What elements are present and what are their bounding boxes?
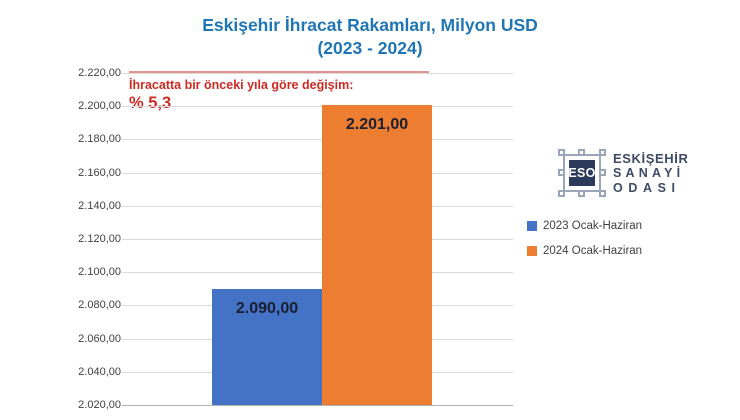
x-axis-line	[122, 405, 513, 406]
annotation-percent: % 5,3	[129, 94, 172, 112]
eso-abbr: ESO	[568, 160, 595, 186]
logo-line1: ESKİŞEHİR	[613, 150, 689, 166]
y-tick-label: 2.100,00	[78, 266, 121, 278]
chart-title-line1: Eskişehir İhracat Rakamları, Milyon USD	[202, 15, 538, 35]
legend-swatch-2023	[527, 221, 537, 231]
eso-emblem-icon: ESO	[558, 149, 606, 197]
y-tick-label: 2.060,00	[78, 333, 121, 345]
gridline	[122, 239, 513, 240]
annotation-text: İhracatta bir önceki yıla göre değişim:	[129, 78, 354, 92]
legend-item-2024: 2024 Ocak-Haziran	[527, 240, 642, 262]
chart-title-line2: (2023 - 2024)	[317, 38, 423, 59]
y-tick-label: 2.180,00	[78, 133, 121, 145]
gridline	[122, 73, 513, 74]
bar-2024-value-label: 2.201,00	[345, 116, 409, 133]
y-tick-label: 2.220,00	[78, 67, 121, 79]
gridline	[122, 173, 513, 174]
legend: 2023 Ocak-Haziran 2024 Ocak-Haziran	[527, 215, 642, 265]
bar-2024: 2.201,00	[322, 105, 432, 405]
bar-2023-value-label: 2.090,00	[235, 300, 299, 317]
y-tick-label: 2.140,00	[78, 200, 121, 212]
eso-logo-text: ESKİŞEHİR SANAYİ ODASI	[613, 151, 688, 196]
gridline	[122, 272, 513, 273]
eso-logo: ESO ESKİŞEHİR SANAYİ ODASI	[558, 149, 688, 197]
y-tick-label: 2.040,00	[78, 366, 121, 378]
legend-label-2024: 2024 Ocak-Haziran	[543, 245, 643, 257]
logo-line2: SANAYİ	[613, 165, 685, 180]
y-tick-label: 2.200,00	[78, 100, 121, 112]
gridline	[122, 106, 513, 107]
legend-label-2023: 2023 Ocak-Haziran	[543, 220, 643, 232]
logo-line3: ODASI	[613, 180, 681, 195]
y-tick-label: 2.080,00	[78, 299, 121, 311]
y-tick-label: 2.120,00	[78, 233, 121, 245]
change-annotation: İhracatta bir önceki yıla göre değişim: …	[129, 71, 429, 113]
gridline	[122, 139, 513, 140]
bar-2023: 2.090,00	[212, 289, 322, 405]
chart-title: Eskişehir İhracat Rakamları, Milyon USD …	[0, 14, 740, 60]
plot-area: 2.090,00 2.201,00	[122, 73, 513, 406]
y-tick-label: 2.160,00	[78, 167, 121, 179]
legend-swatch-2024	[527, 246, 537, 256]
y-tick-label: 2.020,00	[78, 399, 121, 411]
gridline	[122, 206, 513, 207]
y-axis: 2.220,00 2.200,00 2.180,00 2.160,00 2.140,00…	[0, 67, 121, 411]
legend-item-2023: 2023 Ocak-Haziran	[527, 215, 642, 237]
